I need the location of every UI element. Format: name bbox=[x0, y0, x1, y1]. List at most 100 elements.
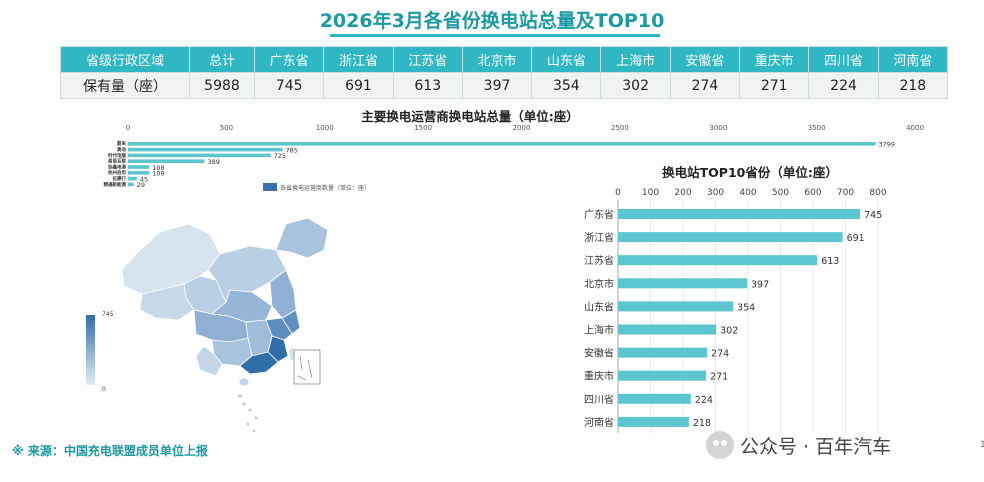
operator-bar bbox=[128, 171, 150, 175]
top10-category-label: 四川省 bbox=[584, 393, 614, 406]
summary-header-label: 省级行政区域 bbox=[60, 46, 190, 73]
operator-chart: 主要换电运营商换电站总量（单位:座） 0 500 1000 1500 2000 2500 3… bbox=[104, 109, 924, 192]
top10-bar bbox=[618, 209, 861, 219]
summary-value-row: 保有量（座） 5988 745 691 613 397 354 302 274 271 224 218 bbox=[60, 72, 949, 99]
summary-header-cell: 山东省 bbox=[531, 46, 602, 73]
top10-value-label: 224 bbox=[695, 395, 713, 406]
operator-bar bbox=[128, 153, 271, 158]
operator-value-label: 108 bbox=[152, 170, 164, 178]
operator-bar bbox=[128, 147, 283, 152]
top10-bar bbox=[618, 255, 818, 266]
operator-category-label: 奥动 bbox=[116, 146, 126, 153]
top10-bar bbox=[618, 278, 748, 289]
operator-x-tick: 2000 bbox=[513, 124, 531, 132]
operator-bar bbox=[128, 182, 134, 187]
summary-header-cell: 河南省 bbox=[877, 46, 949, 73]
operator-category-label: 精通新能源 bbox=[104, 181, 127, 188]
operator-value-label: 785 bbox=[285, 146, 297, 154]
page-number: 1 bbox=[980, 440, 984, 450]
summary-header-cell: 上海市 bbox=[600, 46, 671, 73]
operator-category-label: 时代电服 bbox=[108, 152, 126, 159]
top10-value-label: 613 bbox=[821, 256, 839, 267]
operator-legend-label: 各省换电运营商数量（单位：座） bbox=[280, 184, 370, 192]
summary-value-cell: 271 bbox=[739, 72, 810, 99]
top10-x-tick: 600 bbox=[804, 188, 821, 198]
title-underline bbox=[330, 34, 660, 37]
summary-value-cell: 224 bbox=[808, 72, 879, 99]
summary-value-cell: 218 bbox=[877, 72, 949, 99]
top10-x-tick: 300 bbox=[707, 188, 724, 198]
operator-value-label: 108 bbox=[152, 164, 164, 172]
summary-header-cell: 安徽省 bbox=[669, 46, 741, 73]
map-legend-bar bbox=[86, 315, 95, 385]
map-legend: 745 0 bbox=[86, 311, 114, 393]
summary-value-cell: 613 bbox=[392, 72, 463, 99]
top10-value-label: 271 bbox=[710, 372, 728, 383]
top10-value-label: 691 bbox=[847, 233, 865, 244]
operator-bar bbox=[128, 159, 205, 163]
summary-value-cell: 745 bbox=[253, 72, 325, 99]
operator-value-label: 389 bbox=[208, 158, 220, 166]
summary-value-cell: 302 bbox=[600, 72, 671, 99]
south-sea-inset bbox=[293, 349, 321, 385]
top10-bar bbox=[618, 301, 734, 312]
operator-category-label: 伍康行 bbox=[112, 175, 127, 182]
south-sea-islands bbox=[238, 394, 258, 433]
operator-x-tick: 4000 bbox=[906, 124, 924, 132]
operator-legend-swatch bbox=[263, 183, 277, 191]
summary-header-cell: 江苏省 bbox=[392, 46, 463, 73]
summary-header-cell: 浙江省 bbox=[323, 46, 394, 73]
top10-x-tick: 100 bbox=[642, 188, 659, 198]
operator-value-label: 45 bbox=[140, 175, 148, 183]
summary-value-cell: 691 bbox=[323, 72, 394, 99]
operator-chart-title: 主要换电运营商换电站总量（单位:座） bbox=[361, 109, 579, 124]
summary-value-cell: 354 bbox=[531, 72, 602, 99]
top10-value-label: 302 bbox=[720, 326, 738, 337]
summary-header-row: 省级行政区域 总计 广东省 浙江省 江苏省 北京市 山东省 上海市 安徽省 重庆市 四川省 河南省 bbox=[60, 46, 949, 73]
operator-x-tick: 1500 bbox=[414, 124, 432, 132]
operator-x-tick: 1000 bbox=[316, 124, 334, 132]
page-title: 2026年3月各省份换电站总量及TOP10 bbox=[319, 10, 665, 32]
operator-x-tick: 500 bbox=[220, 124, 233, 132]
china-map-outline bbox=[121, 217, 329, 387]
top10-chart: 换电站TOP10省份（单位:座） 0 100 200 300 400 500 600 700 8… bbox=[584, 165, 887, 433]
top10-x-tick: 200 bbox=[674, 188, 691, 198]
top10-category-label: 广东省 bbox=[584, 208, 614, 221]
top10-category-label: 安徽省 bbox=[584, 347, 614, 360]
operator-x-tick: 0 bbox=[126, 124, 130, 132]
operator-bar bbox=[128, 176, 137, 181]
operator-chart-bars: 蔚来 3799 奥动 785 时代电服 725 易易互联 389 协鑫电港 108 杭州伯坦 108 伍… bbox=[104, 140, 896, 189]
top10-bar bbox=[618, 416, 689, 427]
operator-x-tick: 2500 bbox=[611, 124, 629, 132]
top10-x-tick: 500 bbox=[772, 188, 789, 198]
summary-row-label: 保有量（座） bbox=[60, 72, 190, 99]
map-legend-min: 0 bbox=[102, 386, 106, 393]
summary-header-cell: 广东省 bbox=[253, 46, 325, 73]
top10-bar bbox=[618, 370, 707, 381]
top10-category-label: 山东省 bbox=[584, 300, 614, 313]
summary-header-cell: 重庆市 bbox=[739, 46, 810, 73]
summary-value-cell: 274 bbox=[669, 72, 741, 99]
operator-category-label: 协鑫电港 bbox=[108, 163, 126, 170]
operator-bar bbox=[128, 142, 876, 146]
operator-value-label: 3799 bbox=[878, 141, 895, 149]
top10-value-label: 218 bbox=[693, 418, 711, 429]
top10-category-label: 重庆市 bbox=[584, 370, 614, 383]
operator-category-label: 蔚来 bbox=[117, 140, 126, 147]
operator-x-tick: 3000 bbox=[709, 124, 727, 132]
summary-value-cell: 397 bbox=[461, 72, 533, 99]
top10-bar bbox=[618, 324, 717, 335]
top10-x-tick: 400 bbox=[739, 188, 756, 198]
operator-bar bbox=[128, 165, 150, 169]
watermark-text: 公众号 · 百年汽车 bbox=[740, 435, 892, 458]
operator-chart-legend: 各省换电运营商数量（单位：座） bbox=[263, 183, 370, 192]
summary-table: 省级行政区域 总计 广东省 浙江省 江苏省 北京市 山东省 上海市 安徽省 重庆市 四川省 河南省 保… bbox=[60, 46, 949, 99]
china-map: 745 0 bbox=[86, 217, 329, 433]
top10-x-tick: 0 bbox=[615, 188, 621, 198]
summary-header-cell: 总计 bbox=[189, 46, 255, 73]
top10-chart-bars: 广东省 745 浙江省 691 江苏省 613 北京市 397 山东省 354 上海市 302 安徽省 2… bbox=[584, 208, 882, 429]
top10-value-label: 274 bbox=[711, 349, 729, 360]
top10-value-label: 745 bbox=[864, 210, 882, 221]
summary-header-cell: 四川省 bbox=[808, 46, 879, 73]
top10-category-label: 江苏省 bbox=[584, 254, 614, 267]
